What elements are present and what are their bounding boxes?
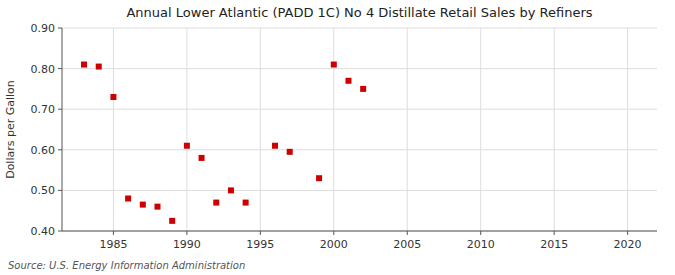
tick-mark [58,68,62,69]
tick-mark [333,231,334,235]
tick-label: 2010 [467,238,495,251]
tick-label: 0.90 [31,22,56,35]
point [184,143,190,149]
grid-line [113,28,114,231]
grid-line [480,28,481,231]
source: Source: U.S. Energy Information Administ… [8,260,245,271]
point [316,175,322,181]
tick-label: 1995 [246,238,274,251]
tick-mark [113,231,114,235]
point [154,204,160,210]
tick-mark [58,231,62,232]
point [110,94,116,100]
tick-mark [58,28,62,29]
point [243,200,249,206]
chart: 0.40 0.50 0.60 0.70 0.80 0.90 1985 1990 1995 2000… [0,0,675,275]
tick-label: 0.60 [31,144,56,157]
tick-mark [407,231,408,235]
grid-line [333,28,334,231]
grid-line [627,28,628,231]
tick-mark [627,231,628,235]
grid-line [62,231,657,232]
tick-label: 0.50 [31,184,56,197]
tick-mark [480,231,481,235]
grid-line [554,28,555,231]
point [228,187,234,193]
grid-line [62,109,657,110]
point [287,149,293,155]
tick-label: 2020 [614,238,642,251]
y-axis-label: Dollars per Gallon [4,80,17,179]
point [199,155,205,161]
tick-mark [260,231,261,235]
title: Annual Lower Atlantic (PADD 1C) No 4 Dis… [126,5,592,20]
point [360,86,366,92]
axes: 0.40 0.50 0.60 0.70 0.80 0.90 1985 1990 1995 2000… [31,22,658,251]
point [125,196,131,202]
tick-label: 0.40 [31,225,56,238]
point [140,202,146,208]
tick-mark [186,231,187,235]
point [345,78,351,84]
tick-label: 1990 [173,238,201,251]
grid-line [62,190,657,191]
grid-line [62,28,657,29]
point [169,218,175,224]
grid-line [62,149,657,150]
x-axis-line [62,231,657,232]
grid-line [186,28,187,231]
point [96,64,102,70]
point [272,143,278,149]
grid [62,28,657,231]
point [213,200,219,206]
point [331,62,337,68]
tick-label: 1985 [99,238,127,251]
tick-mark [554,231,555,235]
grid-line [260,28,261,231]
grid-line [407,28,408,231]
grid-line [62,68,657,69]
point [81,62,87,68]
tick-mark [58,190,62,191]
y-axis-line [62,28,63,231]
tick-label: 2005 [393,238,421,251]
tick-label: 0.80 [31,63,56,76]
tick-mark [58,109,62,110]
tick-mark [58,149,62,150]
tick-label: 0.70 [31,103,56,116]
tick-label: 2015 [540,238,568,251]
points [81,62,366,224]
tick-label: 2000 [320,238,348,251]
